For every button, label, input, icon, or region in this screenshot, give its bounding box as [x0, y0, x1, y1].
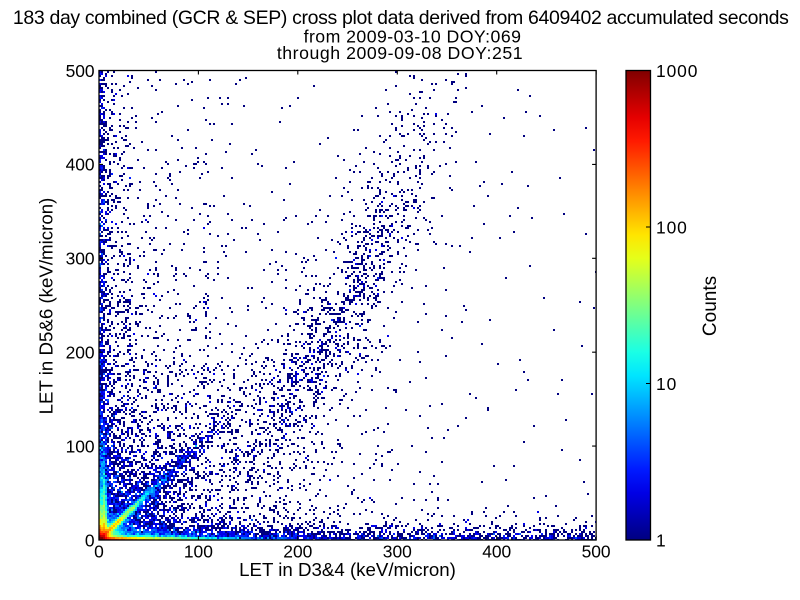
- svg-text:200: 200: [66, 343, 95, 363]
- svg-text:400: 400: [66, 155, 95, 175]
- svg-text:200: 200: [283, 541, 312, 561]
- svg-text:500: 500: [582, 541, 611, 561]
- svg-text:100: 100: [656, 217, 688, 237]
- svg-text:100: 100: [184, 541, 213, 561]
- svg-text:183 day combined (GCR & SEP) c: 183 day combined (GCR & SEP) cross plot …: [13, 7, 789, 29]
- svg-text:100: 100: [66, 436, 95, 456]
- svg-text:Counts: Counts: [700, 276, 721, 336]
- svg-text:0: 0: [85, 530, 95, 550]
- svg-text:300: 300: [66, 249, 95, 269]
- svg-text:400: 400: [482, 541, 511, 561]
- svg-text:300: 300: [383, 541, 412, 561]
- svg-text:0: 0: [94, 541, 104, 561]
- svg-text:500: 500: [66, 61, 95, 81]
- svg-text:1000: 1000: [656, 61, 698, 81]
- svg-text:LET in D3&4 (keV/micron): LET in D3&4 (keV/micron): [239, 559, 456, 580]
- svg-text:10: 10: [656, 374, 677, 394]
- svg-text:1: 1: [656, 530, 667, 550]
- svg-text:LET in D5&6 (keV/micron): LET in D5&6 (keV/micron): [36, 198, 57, 415]
- svg-text:through 2009-09-08 DOY:251: through 2009-09-08 DOY:251: [277, 43, 523, 63]
- svg-text:from 2009-03-10 DOY:069: from 2009-03-10 DOY:069: [304, 27, 522, 47]
